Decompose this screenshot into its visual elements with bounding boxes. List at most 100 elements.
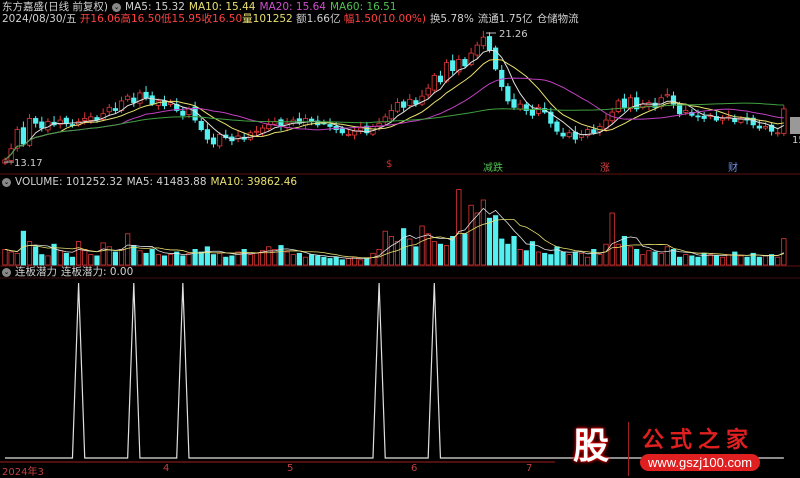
ma20-value: MA20: 15.64: [259, 1, 326, 13]
candle-body: [775, 132, 781, 135]
marker-dollar: $: [386, 159, 393, 170]
chevron-down-icon[interactable]: ⌄: [112, 2, 122, 12]
volume-bar: [732, 251, 738, 266]
volume-bar: [63, 252, 69, 266]
volume-bar: [149, 248, 155, 266]
volume-bar: [82, 248, 88, 266]
candle-body: [474, 44, 480, 56]
candle-body: [456, 59, 462, 73]
volume-bar: [548, 254, 554, 266]
volume-bar: [370, 252, 376, 266]
candle-body: [634, 97, 640, 110]
x-tick-label: 6: [411, 463, 418, 474]
candle-body: [695, 115, 701, 118]
volume-bar: [450, 235, 456, 266]
volume-bar: [100, 242, 106, 266]
candle-body: [143, 91, 149, 99]
site-name: 公式之家: [642, 428, 755, 453]
volume-bar: [137, 250, 143, 266]
volume-bar: [69, 256, 76, 266]
candle-body: [560, 132, 566, 137]
volume-bar: [670, 248, 677, 266]
volume-bar: [106, 246, 112, 266]
volume-bar: [2, 248, 8, 266]
candle-body: [112, 108, 118, 111]
candle-body: [652, 102, 658, 108]
stock-title[interactable]: 东方嘉盛(日线 前复权): [2, 1, 109, 13]
candle-body: [627, 97, 634, 109]
volume-bar: [664, 246, 670, 266]
candles-layer: [2, 30, 787, 166]
volume-bar: [388, 235, 394, 266]
candle-body: [493, 47, 499, 70]
volume-bar: [33, 246, 39, 266]
current-price-box: [790, 117, 800, 134]
candle-body: [762, 126, 769, 129]
candle-body: [57, 119, 63, 125]
candle-body: [517, 103, 523, 110]
indicator-header: ⌄ 连板潜力 连板潜力: 0.00: [2, 266, 137, 278]
candle-body: [756, 125, 762, 129]
candle-body: [394, 102, 401, 112]
volume-bar: [775, 256, 781, 266]
volume-bar: [235, 251, 241, 266]
candle-body: [327, 124, 333, 127]
ma10-line: [4, 58, 784, 161]
candle-body: [131, 97, 137, 103]
volume-bar: [39, 254, 45, 266]
candle-body: [20, 127, 26, 145]
volume-bar: [437, 243, 444, 266]
candle-body: [585, 129, 591, 137]
site-url: www.gszj100.com: [640, 454, 761, 471]
volume-bar: [278, 245, 284, 266]
volume-bar: [535, 251, 542, 266]
chevron-down-icon[interactable]: ⌄: [2, 177, 11, 187]
candle-body: [223, 134, 229, 139]
volume-bar: [738, 255, 744, 266]
candle-body: [180, 110, 186, 116]
volume-bar: [364, 258, 370, 266]
low-price: 低15.95: [161, 13, 202, 25]
chevron-down-icon[interactable]: ⌄: [2, 267, 11, 277]
volume-bar: [125, 233, 131, 266]
candle-body: [548, 111, 554, 124]
volume-ma10: MA10: 39862.46: [210, 176, 298, 188]
candle-body: [732, 118, 738, 123]
volume-bar: [327, 258, 333, 266]
ma60-value: MA60: 16.51: [329, 1, 397, 13]
candle-body: [615, 100, 621, 112]
volume-bar: [26, 241, 33, 266]
candle-body: [407, 98, 413, 106]
volume-bar: [309, 254, 315, 266]
volume-bar: [198, 251, 204, 266]
right-price-label: 15: [792, 135, 800, 146]
candle-body: [63, 117, 69, 124]
volume-bar: [603, 243, 609, 266]
ma60-line: [4, 102, 784, 161]
volume-bar: [45, 255, 51, 266]
sector-value: 仓储物流: [536, 13, 579, 25]
volume-bar: [566, 254, 572, 266]
volume-bar: [266, 246, 272, 266]
volume-bar: [462, 233, 468, 266]
indicator-name[interactable]: 连板潜力: [15, 266, 57, 278]
ma20-line: [4, 77, 784, 161]
volume-bar: [499, 238, 505, 266]
candle-body: [450, 60, 456, 72]
high-price-label: 21.26: [499, 29, 528, 40]
volume-bar: [431, 241, 437, 266]
volume-bar: [174, 251, 180, 266]
candle-body: [431, 75, 437, 91]
volume-bar: [529, 241, 536, 266]
volume-bar: [14, 252, 20, 266]
candle-body: [161, 100, 168, 107]
volume-bar: [609, 212, 615, 266]
pane-dividers: [0, 173, 800, 463]
turnover-value: 换5.78%: [429, 13, 474, 25]
candle-body: [137, 92, 143, 104]
candle-body: [82, 118, 88, 121]
volume-bar: [511, 235, 517, 266]
candle-body: [480, 36, 486, 47]
candle-body: [364, 125, 370, 134]
volume-bar: [726, 254, 732, 266]
